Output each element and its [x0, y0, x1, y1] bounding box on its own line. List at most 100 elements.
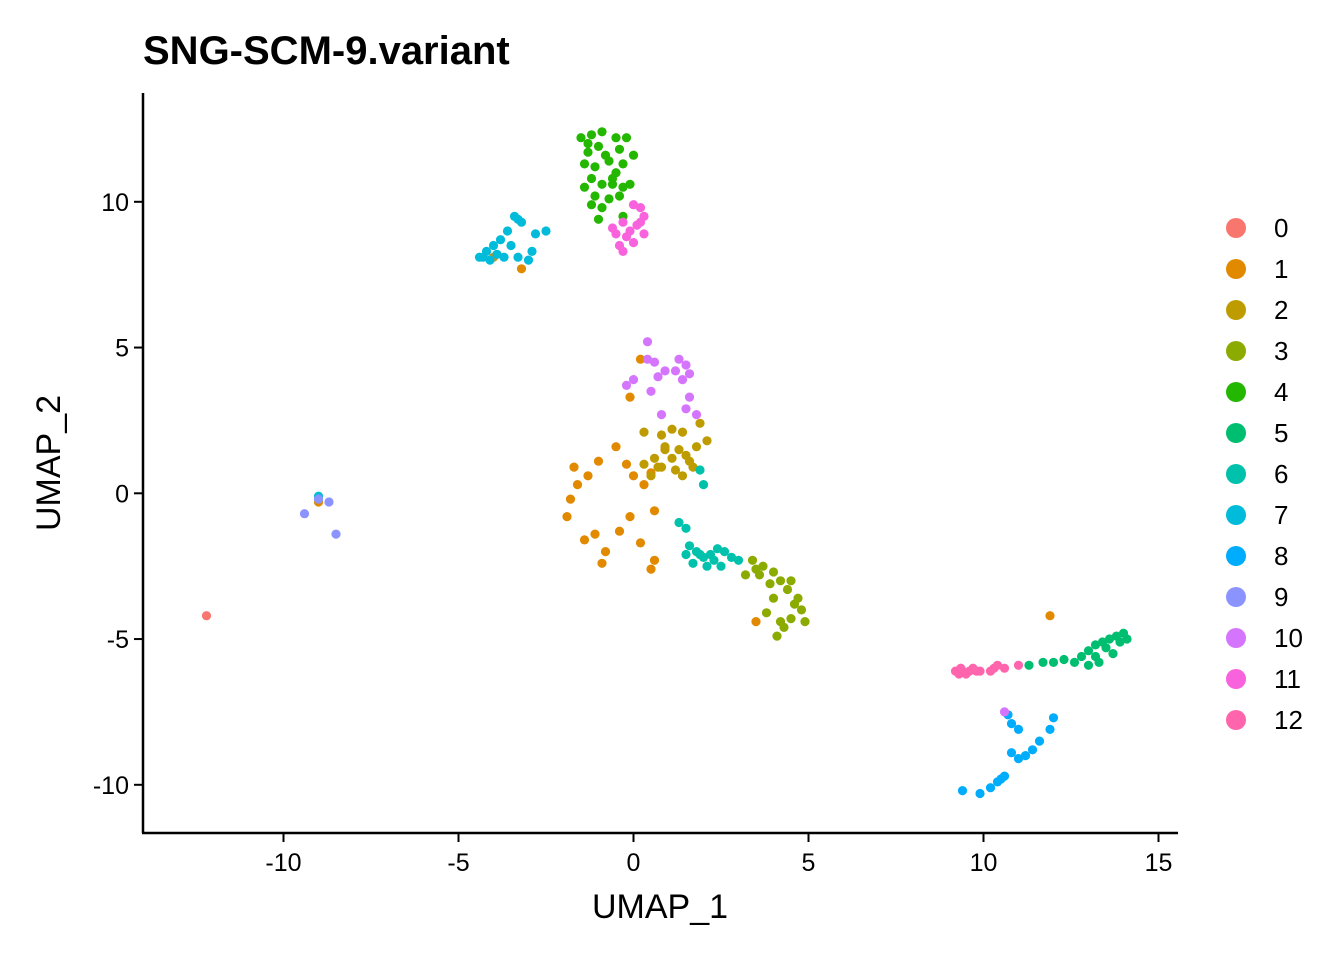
- point-cluster-5: [1104, 634, 1115, 644]
- point-cluster-3: [751, 564, 761, 574]
- point-cluster-5: [1069, 657, 1080, 668]
- legend-swatch-9: [1226, 587, 1246, 607]
- point-cluster-10: [621, 380, 632, 390]
- point-cluster-4: [604, 156, 614, 166]
- point-cluster-2: [681, 450, 691, 460]
- point-cluster-10: [681, 360, 691, 370]
- legend-label-12: 12: [1274, 705, 1303, 735]
- legend-label-1: 1: [1274, 254, 1288, 284]
- point-cluster-10: [999, 707, 1010, 717]
- legend-label-3: 3: [1274, 336, 1288, 366]
- legend-swatch-3: [1226, 341, 1246, 361]
- point-cluster-3: [768, 567, 779, 577]
- legend-swatch-4: [1226, 382, 1246, 402]
- point-cluster-9: [299, 509, 310, 519]
- point-cluster-1: [639, 480, 649, 490]
- point-cluster-6: [702, 561, 712, 571]
- point-cluster-7: [530, 229, 541, 239]
- point-cluster-12: [992, 660, 1003, 670]
- point-cluster-11: [639, 229, 649, 239]
- point-cluster-2: [667, 453, 677, 463]
- point-cluster-7: [506, 240, 516, 251]
- point-cluster-5: [1083, 646, 1094, 656]
- point-cluster-2: [702, 436, 712, 446]
- legend-label-0: 0: [1274, 213, 1288, 243]
- point-cluster-2: [691, 442, 702, 452]
- point-cluster-9: [324, 497, 334, 507]
- point-cluster-2: [674, 445, 684, 455]
- point-cluster-5: [1115, 637, 1125, 647]
- point-cluster-5: [1122, 634, 1132, 644]
- point-cluster-8: [975, 788, 985, 799]
- point-cluster-1: [572, 480, 583, 490]
- point-cluster-8: [1027, 745, 1038, 755]
- point-cluster-4: [590, 191, 600, 201]
- point-cluster-10: [653, 372, 663, 382]
- point-cluster-5: [1083, 660, 1094, 670]
- point-cluster-4: [621, 133, 632, 143]
- legend-swatch-7: [1226, 505, 1246, 525]
- point-cluster-4: [625, 179, 635, 189]
- point-cluster-12: [999, 663, 1010, 673]
- legend-label-9: 9: [1274, 582, 1288, 612]
- point-cluster-1: [646, 564, 656, 574]
- point-cluster-2: [677, 427, 688, 437]
- y-tick-label: -5: [107, 626, 129, 654]
- point-cluster-2: [670, 465, 681, 475]
- point-cluster-1: [516, 264, 527, 274]
- point-cluster-10: [670, 366, 681, 376]
- x-tick-label: 10: [970, 849, 998, 877]
- point-cluster-1: [562, 511, 572, 522]
- point-cluster-7: [474, 252, 485, 262]
- point-cluster-6: [709, 555, 719, 565]
- point-cluster-12: [975, 666, 985, 676]
- x-tick-label: 5: [802, 849, 816, 877]
- point-cluster-4: [618, 159, 628, 169]
- point-cluster-4: [590, 162, 600, 172]
- x-ticks: -10 -5 0 5 10 15: [265, 833, 1172, 877]
- point-cluster-4: [607, 173, 618, 184]
- point-cluster-0: [201, 611, 212, 621]
- point-cluster-10: [649, 357, 660, 367]
- point-cluster-4: [579, 182, 590, 192]
- point-cluster-10: [677, 375, 688, 385]
- y-tick-label: 5: [115, 335, 129, 363]
- point-cluster-7: [513, 252, 523, 262]
- point-cluster-3: [775, 617, 786, 627]
- point-cluster-7: [502, 226, 513, 236]
- point-cluster-7: [516, 217, 527, 227]
- point-cluster-3: [768, 593, 779, 603]
- point-cluster-1: [621, 459, 632, 469]
- point-cluster-12: [956, 663, 966, 673]
- legend-swatch-2: [1226, 300, 1246, 320]
- point-cluster-1: [590, 529, 600, 539]
- point-cluster-2: [649, 453, 660, 463]
- point-cluster-4: [583, 147, 593, 157]
- point-cluster-4: [593, 214, 604, 224]
- y-tick-label: -10: [93, 772, 129, 800]
- point-cluster-2: [639, 459, 649, 469]
- y-ticks: -10 -5 0 5 10: [93, 189, 143, 800]
- point-cluster-11: [607, 223, 618, 233]
- point-cluster-3: [765, 579, 775, 589]
- point-cluster-10: [628, 375, 639, 385]
- point-cluster-6: [681, 523, 691, 533]
- point-cluster-1: [635, 538, 646, 548]
- point-cluster-3: [772, 631, 782, 641]
- legend-label-11: 11: [1274, 664, 1301, 694]
- point-cluster-2: [639, 427, 649, 437]
- point-cluster-3: [758, 561, 768, 571]
- legend-label-6: 6: [1274, 459, 1288, 489]
- legend-swatch-5: [1226, 423, 1246, 443]
- y-tick-label: 10: [101, 189, 129, 217]
- point-cluster-8: [1013, 754, 1024, 764]
- legend-swatch-6: [1226, 464, 1246, 484]
- point-cluster-4: [593, 141, 604, 151]
- point-cluster-6: [698, 480, 709, 490]
- point-cluster-5: [1090, 640, 1101, 650]
- x-tick-label: 15: [1145, 849, 1173, 877]
- point-cluster-4: [586, 200, 597, 210]
- point-cluster-8: [1006, 719, 1017, 729]
- point-cluster-4: [583, 138, 593, 149]
